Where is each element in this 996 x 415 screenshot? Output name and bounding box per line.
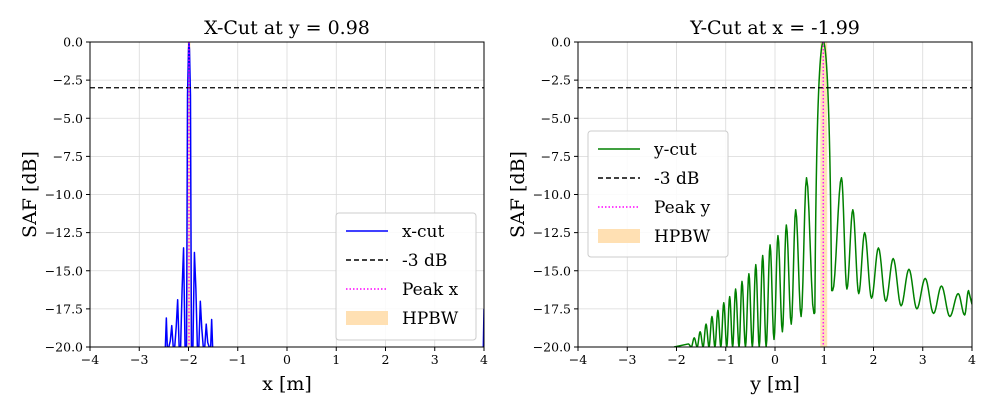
x-tick-label: 2 (870, 352, 878, 367)
hpbw-band (187, 42, 191, 347)
legend-label: x-cut (402, 222, 445, 242)
y-axis-label: SAF [dB] (507, 151, 529, 238)
x-tick-label: 2 (382, 352, 390, 367)
x-tick-label: −4 (569, 352, 587, 367)
x-tick-label: −2 (667, 352, 685, 367)
chart-panel-2: −4 −3 −2 −1 0 1 2 3 4 0.0 −2.5 −5.0 −7.5 −10.0 −12.5 −1… (507, 17, 976, 395)
y-tick-label: −7.5 (541, 149, 571, 164)
plot-area (578, 42, 972, 347)
x-tick-label: −3 (618, 352, 636, 367)
chart-title: Y-Cut at x = -1.99 (689, 17, 860, 39)
y-tick-label: −20.0 (533, 340, 571, 355)
chart-panel-1: −4 −3 −2 −1 0 1 2 3 4 0.0 −2.5 −5.0 −7.5 −10.0 −12.5 −1… (19, 17, 488, 395)
legend-label: HPBW (402, 309, 459, 329)
x-tick-label: −2 (179, 352, 197, 367)
x-tick-label: 1 (820, 352, 828, 367)
legend-label: -3 dB (654, 169, 699, 189)
legend-box (335, 212, 477, 341)
x-tick-label: −1 (229, 352, 247, 367)
y-axis-label: SAF [dB] (19, 151, 41, 238)
x-tick-label: 4 (968, 352, 976, 367)
y-tick-label: −15.0 (533, 263, 571, 278)
y-tick-label: 0.0 (551, 35, 571, 50)
x-tick-label: −3 (130, 352, 148, 367)
legend-label: HPBW (654, 227, 711, 247)
y-tick-label: −2.5 (53, 73, 83, 88)
legend: y-cut -3 dB Peak y HPBW (587, 130, 729, 258)
y-tick-label: 0.0 (63, 35, 83, 50)
x-tick-label: 3 (919, 352, 927, 367)
x-tick-label: −1 (717, 352, 735, 367)
y-tick-label: −17.5 (533, 301, 571, 316)
series-line-y-cut (673, 42, 972, 347)
y-tick-label: −10.0 (45, 187, 83, 202)
x-tick-label: 3 (431, 352, 439, 367)
y-tick-label: −2.5 (541, 73, 571, 88)
y-tick-label: −10.0 (533, 187, 571, 202)
legend: x-cut -3 dB Peak x HPBW (335, 212, 477, 341)
x-tick-label: −4 (81, 352, 99, 367)
x-tick-label: 0 (771, 352, 779, 367)
y-tick-label: −20.0 (45, 340, 83, 355)
y-tick-label: −15.0 (45, 263, 83, 278)
x-axis-label: y [m] (749, 373, 800, 395)
legend-label: Peak x (402, 280, 459, 300)
legend-label: y-cut (653, 140, 697, 160)
y-tick-label: −5.0 (53, 111, 83, 126)
legend-label: Peak y (654, 198, 711, 218)
chart-title: X-Cut at y = 0.98 (204, 17, 370, 39)
x-tick-label: 4 (480, 352, 488, 367)
y-tick-label: −12.5 (533, 225, 571, 240)
x-tick-label: 1 (332, 352, 340, 367)
y-tick-label: −12.5 (45, 225, 83, 240)
y-tick-label: −7.5 (53, 149, 83, 164)
x-tick-label: 0 (283, 352, 291, 367)
y-tick-label: −17.5 (45, 301, 83, 316)
legend-swatch-hpbw (598, 229, 640, 243)
legend-swatch-hpbw (346, 311, 388, 325)
y-tick-label: −5.0 (541, 111, 571, 126)
legend-label: -3 dB (402, 251, 447, 271)
legend-box (587, 130, 729, 258)
hpbw-band (820, 42, 828, 347)
x-axis-label: x [m] (262, 373, 312, 395)
